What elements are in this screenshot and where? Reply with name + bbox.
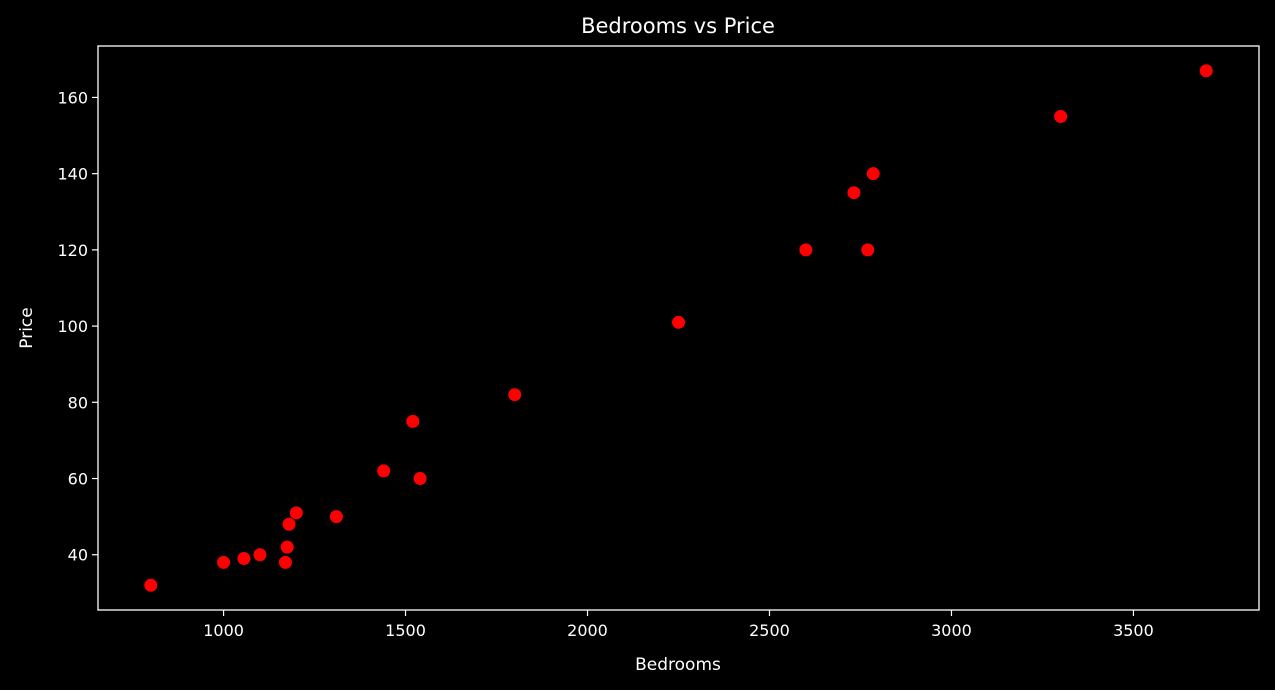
y-axis-label: Price xyxy=(17,307,37,348)
y-tick-label: 40 xyxy=(68,546,88,565)
y-tick-label: 80 xyxy=(68,393,88,412)
y-tick-label: 140 xyxy=(57,165,88,184)
y-tick-label: 120 xyxy=(57,241,88,260)
x-tick-label: 3000 xyxy=(931,621,972,640)
scatter-point xyxy=(280,540,294,554)
scatter-point xyxy=(799,243,813,257)
x-tick-label: 1000 xyxy=(203,621,244,640)
x-axis-label: Bedrooms xyxy=(635,655,721,675)
scatter-point xyxy=(1199,64,1213,78)
scatter-point xyxy=(329,510,343,524)
scatter-point xyxy=(237,552,251,566)
scatter-point xyxy=(282,517,296,531)
chart-title: Bedrooms vs Price xyxy=(581,14,775,38)
scatter-point xyxy=(253,548,267,562)
scatter-point xyxy=(406,414,420,428)
ticks-layer: 1000 1500 2000 2500 3000 3500 40 60 80 100 120 140 1… xyxy=(57,88,1153,640)
points-layer xyxy=(144,64,1213,592)
scatter-point xyxy=(217,555,231,569)
scatter-point xyxy=(866,167,880,181)
y-tick-label: 100 xyxy=(57,317,88,336)
scatter-point xyxy=(847,186,861,200)
scatter-point xyxy=(861,243,875,257)
scatter-point xyxy=(377,464,391,478)
scatter-point xyxy=(672,315,685,329)
y-tick-label: 160 xyxy=(57,88,88,107)
y-tick-label: 60 xyxy=(68,470,88,489)
scatter-point xyxy=(1054,110,1068,123)
scatter-point xyxy=(144,578,158,592)
x-tick-label: 1500 xyxy=(385,621,426,640)
scatter-point xyxy=(508,388,522,402)
x-tick-label: 2000 xyxy=(567,621,608,640)
scatter-point xyxy=(278,555,292,569)
scatter-point xyxy=(413,472,427,486)
scatter-point xyxy=(289,506,303,520)
plot-frame xyxy=(97,45,1260,611)
x-tick-label: 3500 xyxy=(1113,621,1154,640)
x-tick-label: 2500 xyxy=(749,621,790,640)
